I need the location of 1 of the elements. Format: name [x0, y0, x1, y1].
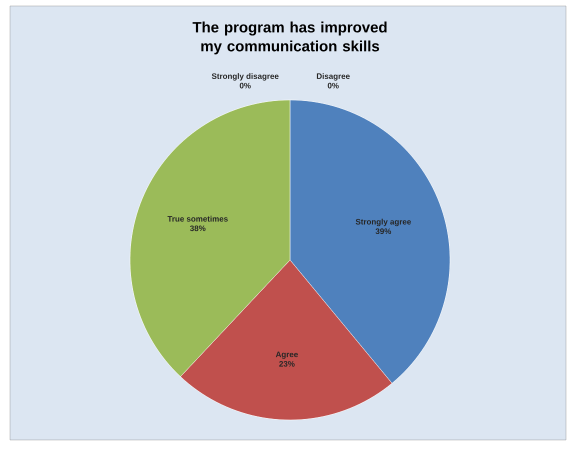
- chart-title: The program has improved my communication skills: [192, 22, 387, 54]
